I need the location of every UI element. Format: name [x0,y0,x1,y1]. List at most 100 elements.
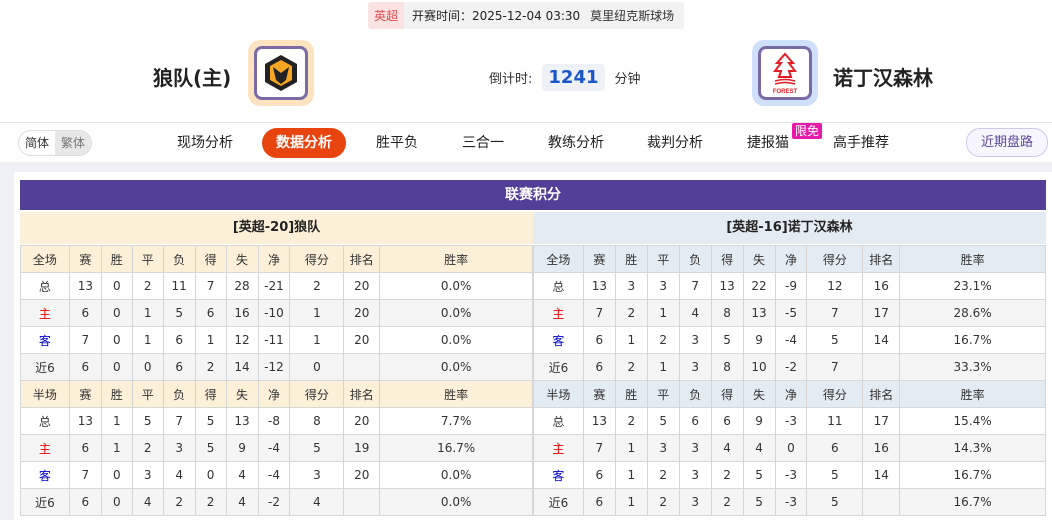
table-cell: 0 [100,272,133,300]
home-standings-table: 全场赛胜平负得失净得分 排名 胜率总 13 0 2 11 7 28 -21 2 20 0.0% 主 6 0 1 5… [20,245,533,516]
table-cell: 1 [289,326,345,354]
row-label: 总 [533,272,584,300]
table-cell: 5 [742,461,776,489]
table-cell: 6 [162,326,196,354]
table-cell: -8 [257,407,291,435]
table-cell: 0 [100,299,133,327]
column-header: 排名 [862,245,901,273]
table-cell: 6 [162,353,196,381]
column-header: 胜 [614,380,648,408]
tab-referee-analysis[interactable]: 裁判分析 [647,135,703,151]
table-cell [862,488,901,516]
column-header: 失 [742,380,776,408]
table-cell: -3 [774,461,808,489]
table-cell: 12 [806,272,864,300]
tab-jiebaomao[interactable]: 捷报猫 [747,135,789,151]
table-cell: 20 [343,272,381,300]
column-header: 净 [257,380,291,408]
recent-handicap-button[interactable]: 近期盘路 [966,128,1048,157]
row-label: 近6 [20,353,70,381]
table-cell: 6 [582,488,616,516]
table-cell: 10 [742,353,776,381]
table-cell [343,488,381,516]
table-cell: 1 [614,461,648,489]
tab-coach-analysis[interactable]: 教练分析 [548,135,604,151]
table-cell: 3 [678,461,712,489]
table-cell: 3 [646,434,680,462]
home-team-name[interactable]: 狼队(主) [153,66,232,90]
tab-three-in-one[interactable]: 三合一 [462,135,504,151]
table-cell: 5 [806,488,864,516]
table-cell: -10 [257,299,291,327]
row-label: 主 [20,434,70,462]
table-cell: 5 [742,488,776,516]
column-header: 平 [646,380,680,408]
table-cell: 2 [131,272,164,300]
table-row: 主 6 1 2 3 5 9 -4 5 19 16.7% [20,434,533,462]
table-cell: 0 [100,326,133,354]
lang-simplified[interactable]: 简体 [25,136,50,150]
table-cell: 17 [862,407,901,435]
league-tag[interactable]: 英超 [368,2,405,29]
table-cell: 4 [710,434,744,462]
row-label: 客 [20,461,70,489]
table-row: 总 13 0 2 11 7 28 -21 2 20 0.0% [20,272,533,300]
column-header: 失 [742,245,776,273]
column-header: 得 [194,245,227,273]
lang-traditional[interactable]: 繁体 [55,131,92,155]
column-header: 赛 [68,245,102,273]
away-team-logo[interactable]: FOREST [752,40,818,106]
table-cell: 11 [162,272,196,300]
tab-win-draw-loss[interactable]: 胜平负 [376,135,418,151]
column-header: 得分 [806,245,864,273]
table-cell: 1 [131,299,164,327]
table-cell: 8 [710,299,744,327]
table-row: 主 6 0 1 5 6 16 -10 1 20 0.0% [20,299,533,327]
table-cell: 4 [742,434,776,462]
table-cell: 3 [162,434,196,462]
away-standings-label: [英超-16]诺丁汉森林 [533,212,1046,244]
table-cell: 6 [68,299,102,327]
column-header: 半场 [533,380,584,408]
table-cell: 3 [614,272,648,300]
column-header: 得 [194,380,227,408]
table-cell: 2 [646,461,680,489]
table-cell: 4 [131,488,164,516]
home-standings-label: [英超-20]狼队 [20,212,533,244]
table-row: 主 7 1 3 3 4 4 0 6 16 14.3% [533,434,1046,462]
table-cell: 4 [289,488,345,516]
away-team-name[interactable]: 诺丁汉森林 [833,66,933,90]
countdown-unit: 分钟 [614,72,641,87]
language-toggle[interactable]: 简体 繁体 [18,130,93,156]
table-cell: 2 [614,407,648,435]
table-cell: 16 [225,299,259,327]
table-cell: 5 [194,407,227,435]
tab-data-analysis[interactable]: 数据分析 [262,128,346,158]
table-cell: 13 [710,272,744,300]
table-cell: -3 [774,488,808,516]
table-cell: 5 [131,407,164,435]
table-cell: 7 [162,407,196,435]
table-cell: 7 [806,353,864,381]
table-cell: 13 [68,407,102,435]
full-header-row: 全场赛胜平负得失净得分 排名 胜率 [533,245,1046,273]
table-cell: 12 [225,326,259,354]
table-cell: 8 [710,353,744,381]
tab-expert-picks[interactable]: 高手推荐 [833,135,889,151]
table-cell: 2 [614,353,648,381]
tab-live-analysis[interactable]: 现场分析 [177,135,233,151]
table-cell: 2 [289,272,345,300]
table-cell: 17 [862,299,901,327]
row-label: 主 [533,434,584,462]
column-header: 失 [225,245,259,273]
home-team-logo[interactable] [248,40,314,106]
table-cell: 5 [162,299,196,327]
full-header-row: 全场赛胜平负得失净得分 排名 胜率 [20,245,533,273]
table-cell: 20 [343,326,381,354]
table-cell: 6 [194,299,227,327]
table-cell: 6 [582,326,616,354]
column-header: 失 [225,380,259,408]
countdown: 倒计时: 1241 分钟 [489,64,641,91]
table-row: 近6 6 0 4 2 2 4 -2 4 0.0% [20,488,533,516]
table-cell: 3 [289,461,345,489]
